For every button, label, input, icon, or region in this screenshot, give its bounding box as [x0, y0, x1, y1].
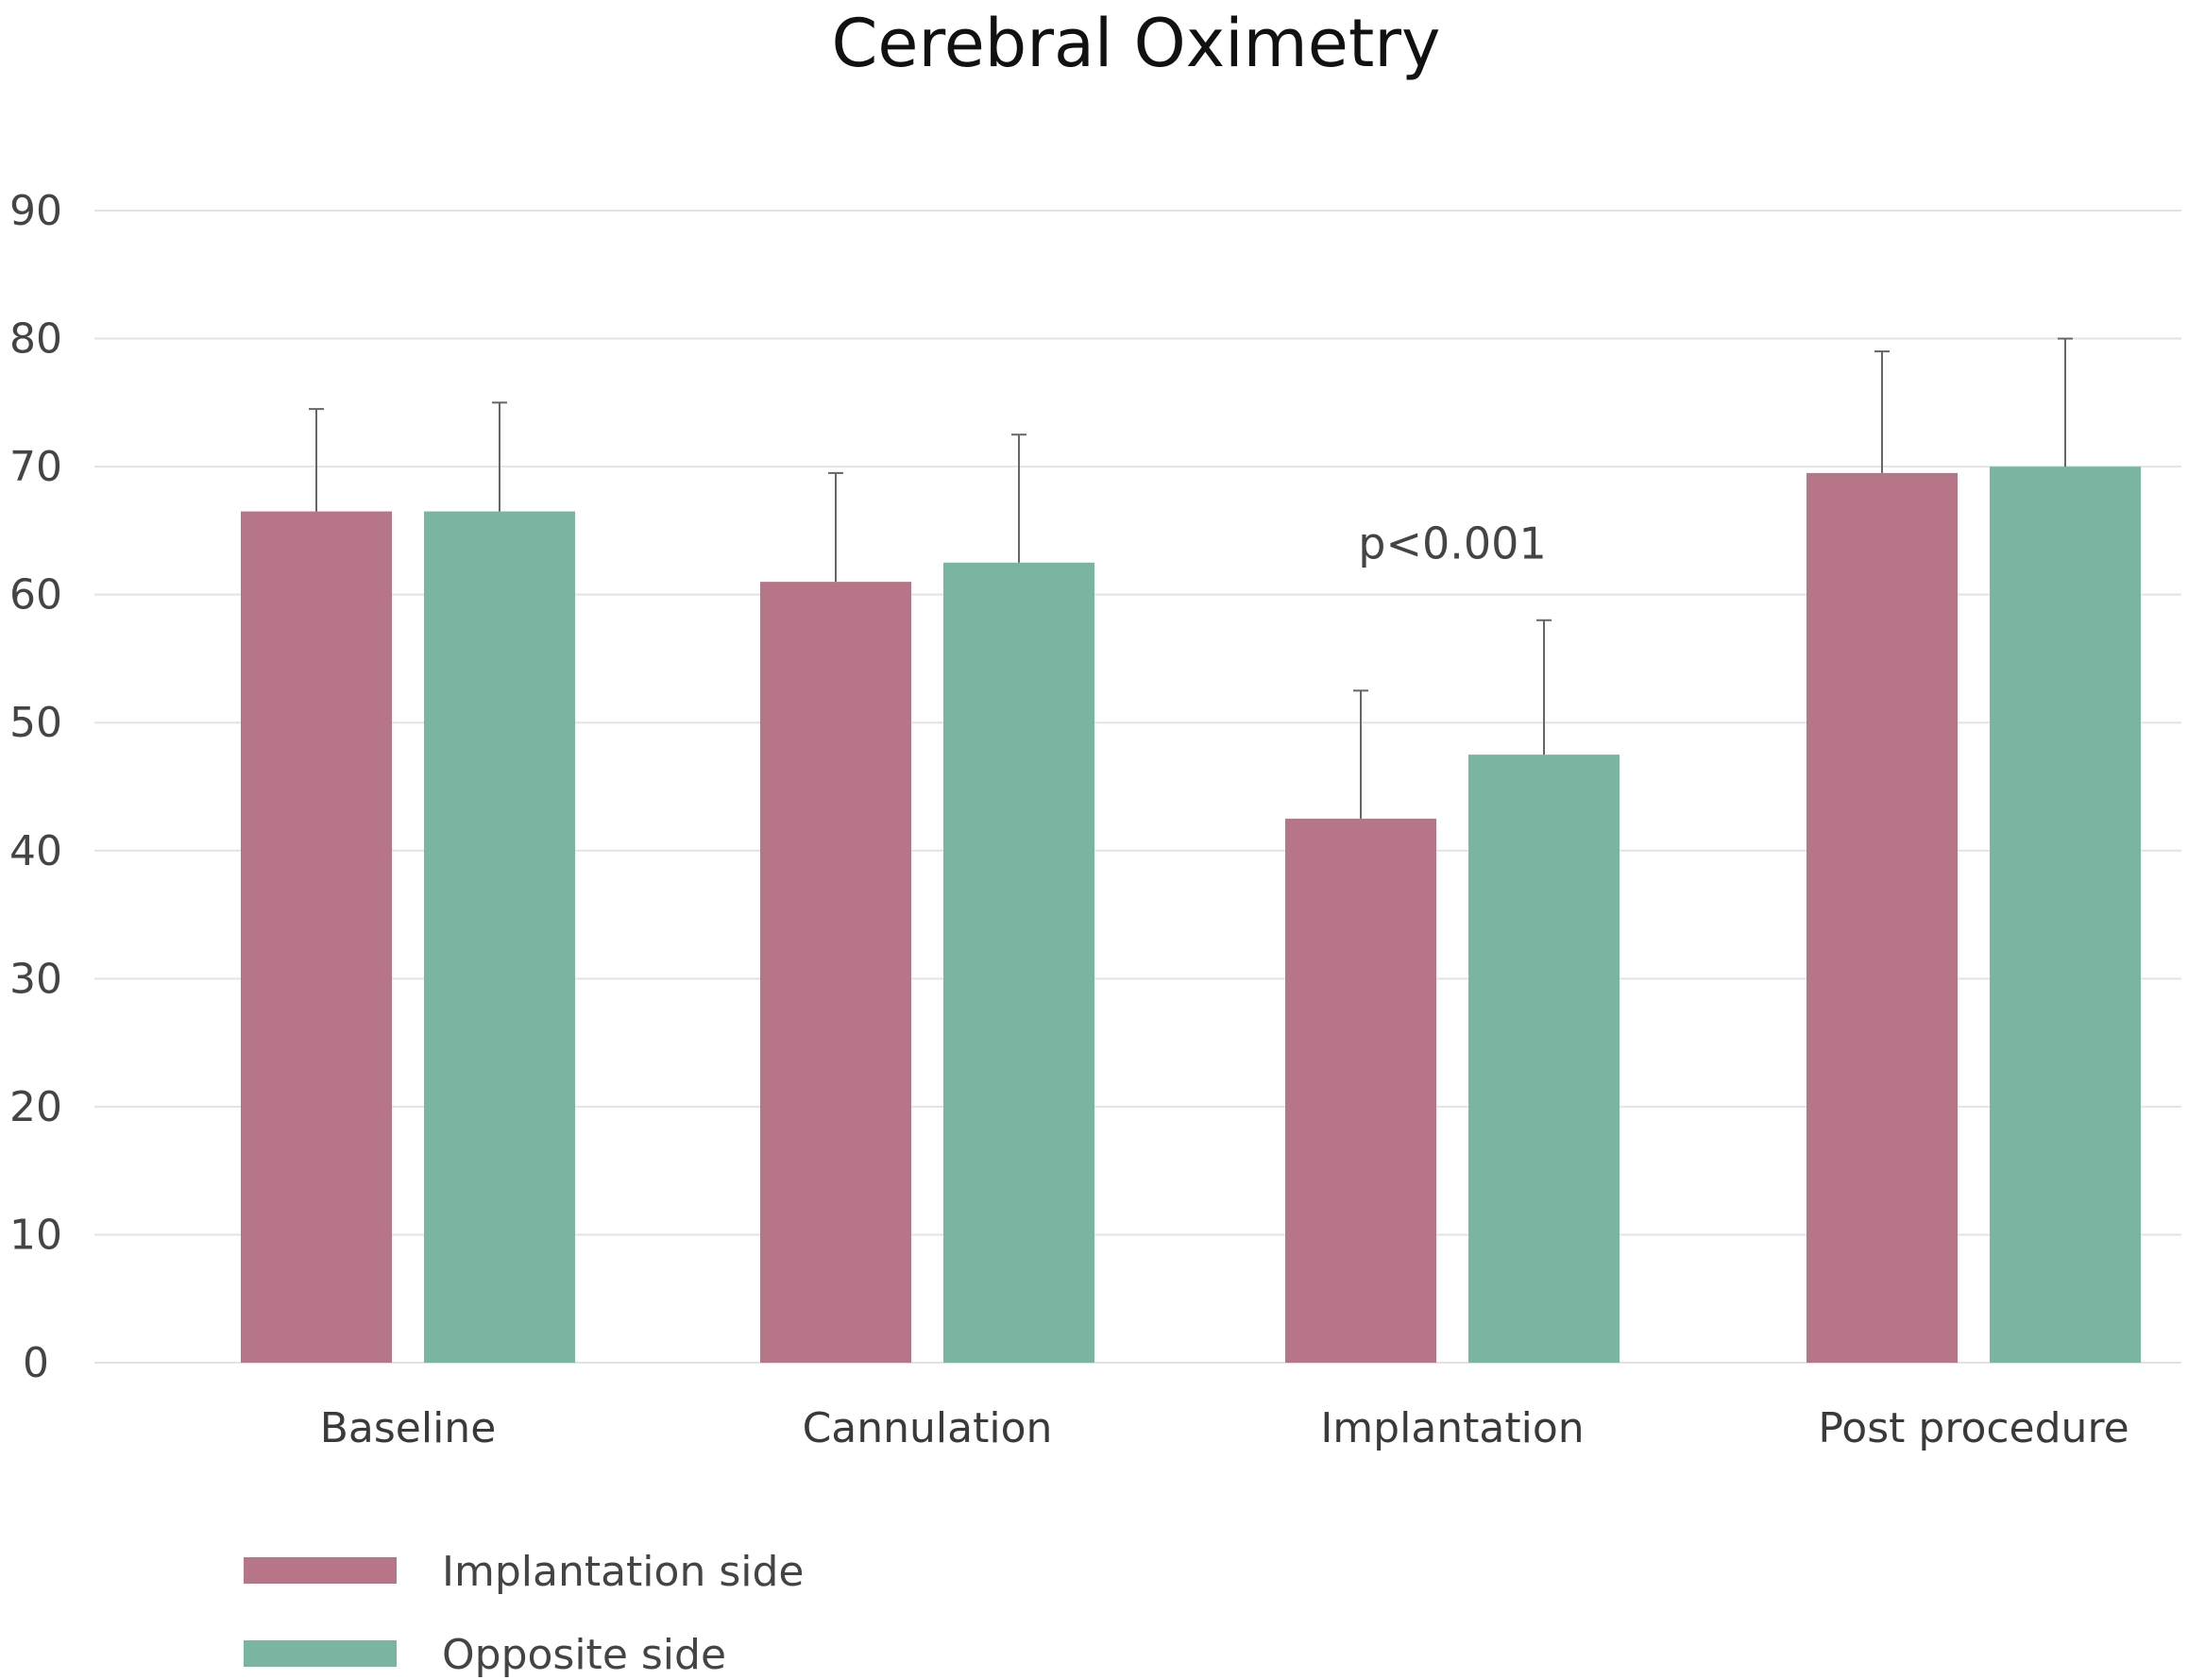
- x-tick-label-cannulation: Cannulation: [803, 1404, 1053, 1452]
- error-bar-implantation-implantation-side: [1353, 689, 1368, 819]
- legend-swatch-opposite-side: [244, 1640, 397, 1667]
- annotations: p<0.001: [1358, 518, 1546, 568]
- x-tick-label-baseline: Baseline: [320, 1404, 497, 1452]
- error-bars: [309, 337, 2073, 819]
- y-tick-label-80: 80: [9, 315, 62, 364]
- bar-implantation-opposite-side: [1468, 755, 1620, 1363]
- error-bar-cannulation-implantation-side: [828, 471, 843, 583]
- error-bar-cannulation-opposite-side: [1011, 433, 1026, 563]
- y-tick-label-70: 70: [9, 443, 62, 491]
- legend-swatch-implantation-side: [244, 1557, 397, 1584]
- x-tick-label-post-procedure: Post procedure: [1818, 1404, 2129, 1452]
- bars: [241, 467, 2141, 1364]
- error-bar-baseline-opposite-side: [492, 401, 507, 512]
- y-tick-label-40: 40: [9, 827, 62, 875]
- chart-title: Cerebral Oximetry: [832, 5, 1441, 82]
- y-tick-label-10: 10: [9, 1211, 62, 1259]
- bar-cannulation-implantation-side: [760, 582, 911, 1363]
- y-tick-label-20: 20: [9, 1083, 62, 1131]
- y-tick-label-50: 50: [9, 699, 62, 747]
- y-tick-label-0: 0: [23, 1339, 49, 1387]
- bar-post-procedure-opposite-side: [1990, 467, 2141, 1364]
- y-tick-label-30: 30: [9, 955, 62, 1003]
- bar-post-procedure-implantation-side: [1806, 472, 1958, 1363]
- x-tick-label-implantation: Implantation: [1320, 1404, 1584, 1452]
- x-axis-labels: Baseline Cannulation Implantation Post proc…: [320, 1404, 2129, 1452]
- y-tick-label-60: 60: [9, 571, 62, 619]
- bar-baseline-opposite-side: [424, 511, 575, 1363]
- annotation-p-value: p<0.001: [1358, 518, 1546, 568]
- error-bar-post-procedure-opposite-side: [2058, 337, 2073, 467]
- legend-label-implantation-side: Implantation side: [442, 1548, 804, 1596]
- error-bar-post-procedure-implantation-side: [1874, 350, 1890, 473]
- bar-cannulation-opposite-side: [943, 562, 1094, 1363]
- y-axis-ticks: 0 10 20 30 40 50 60 70 80 90: [9, 187, 62, 1387]
- bar-implantation-implantation-side: [1285, 818, 1436, 1363]
- error-bar-implantation-opposite-side: [1536, 619, 1552, 755]
- y-tick-label-90: 90: [9, 187, 62, 235]
- bar-baseline-implantation-side: [241, 511, 392, 1363]
- legend-label-opposite-side: Opposite side: [442, 1631, 726, 1679]
- legend: Implantation side Opposite side: [244, 1548, 804, 1679]
- error-bar-baseline-implantation-side: [309, 408, 324, 512]
